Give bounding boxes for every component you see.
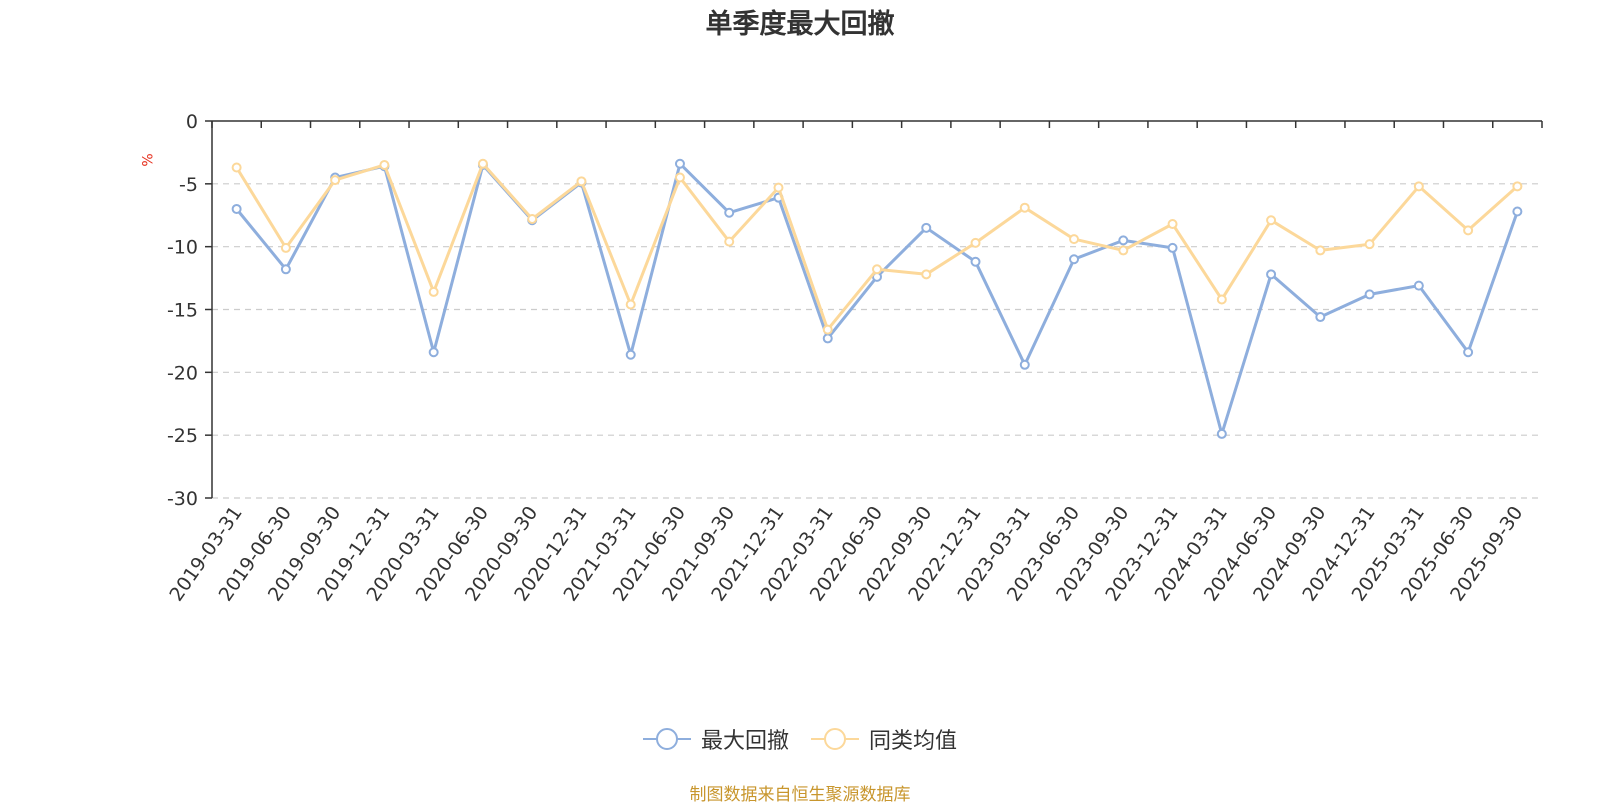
data-point	[822, 324, 833, 335]
series	[231, 158, 1523, 439]
data-point	[921, 269, 932, 280]
data-point	[1266, 215, 1277, 226]
data-point	[1167, 242, 1178, 253]
data-point	[477, 158, 488, 169]
data-point	[1069, 254, 1080, 265]
y-tick-label: -5	[179, 174, 198, 196]
series-1	[231, 158, 1523, 335]
legend-swatch-peer-average	[811, 728, 859, 750]
legend-label-max-drawdown: 最大回撤	[700, 729, 789, 754]
data-point	[1512, 181, 1523, 192]
data-point	[428, 347, 439, 358]
data-point	[1315, 312, 1326, 323]
data-point	[1118, 245, 1129, 256]
data-point	[1315, 245, 1326, 256]
data-point	[970, 237, 981, 248]
axes: 0-5-10-15-20-25-302019-03-312019-06-3020…	[165, 111, 1543, 605]
data-point	[625, 349, 636, 360]
data-point	[576, 176, 587, 187]
chart-title: 单季度最大回撤	[705, 9, 895, 40]
data-point	[625, 299, 636, 310]
data-point	[1019, 202, 1030, 213]
data-point	[773, 182, 784, 193]
legend-swatch-max-drawdown	[642, 728, 691, 750]
data-point	[724, 236, 735, 247]
data-point	[1216, 294, 1227, 305]
data-point	[379, 159, 390, 170]
y-tick-label: -30	[167, 488, 198, 510]
series-line	[235, 162, 1519, 436]
legend-label-peer-average: 同类均值	[869, 729, 958, 754]
data-point	[231, 203, 242, 214]
y-tick-label: -15	[167, 300, 198, 322]
data-point	[921, 222, 932, 233]
data-point	[527, 214, 538, 225]
series-0	[231, 158, 1523, 439]
y-tick-label: -10	[167, 237, 198, 259]
data-point	[280, 242, 291, 253]
data-point	[674, 158, 685, 169]
y-tick-label: 0	[186, 111, 198, 133]
data-point	[1512, 206, 1523, 217]
gridlines	[212, 183, 1542, 499]
line-chart: 0-5-10-15-20-25-302019-03-312019-06-3020…	[165, 111, 1543, 605]
data-point	[724, 207, 735, 218]
data-point	[1266, 269, 1277, 280]
data-source-note: 制图数据来自恒生聚源数据库	[689, 785, 911, 805]
data-point	[1463, 347, 1474, 358]
data-point	[1463, 225, 1474, 236]
legend-item-peer-average[interactable]: 同类均值	[811, 723, 957, 755]
data-point	[330, 175, 341, 186]
data-point	[970, 256, 981, 267]
data-point	[1364, 289, 1375, 300]
data-point	[1069, 234, 1080, 245]
legend: 最大回撤 同类均值	[0, 723, 1600, 755]
data-point	[231, 162, 242, 173]
data-point	[822, 333, 833, 344]
data-point	[1216, 428, 1227, 439]
data-point	[1364, 239, 1375, 250]
data-point	[872, 264, 882, 275]
legend-item-max-drawdown[interactable]: 最大回撤	[642, 723, 789, 755]
data-point	[1167, 219, 1178, 230]
data-point	[1019, 359, 1030, 370]
data-point	[1413, 181, 1424, 192]
data-point	[1118, 235, 1129, 246]
data-point	[280, 264, 291, 275]
y-tick-label: -25	[167, 425, 198, 447]
data-point	[428, 286, 439, 297]
data-point	[674, 172, 685, 183]
y-tick-label: -20	[167, 362, 198, 384]
data-point	[1413, 280, 1424, 291]
